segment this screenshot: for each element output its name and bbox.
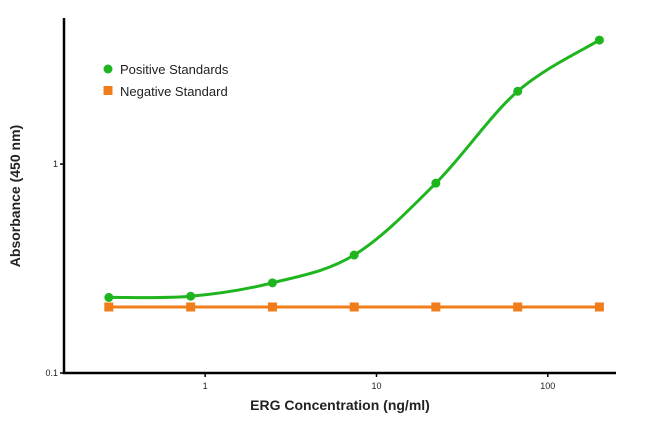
legend-label-negative: Negative Standard (120, 84, 228, 99)
x-tick-label: 100 (540, 381, 555, 391)
data-point-0 (186, 291, 196, 301)
x-axis-label: ERG Concentration (ng/ml) (250, 397, 430, 413)
legend-marker-negative (103, 86, 113, 95)
y-axis-label: Absorbance (450 nm) (7, 125, 23, 267)
data-point-1 (267, 302, 277, 312)
data-point-1 (104, 302, 114, 312)
data-point-1 (186, 302, 196, 312)
data-point-1 (513, 302, 523, 312)
legend-label-positive: Positive Standards (120, 62, 229, 77)
data-point-0 (513, 86, 523, 96)
legend-item-negative: Negative Standard (103, 84, 228, 99)
data-point-0 (104, 292, 114, 302)
data-point-1 (349, 302, 359, 312)
legend-marker-positive (103, 64, 113, 74)
data-point-0 (594, 35, 604, 45)
data-point-1 (431, 302, 441, 312)
data-point-0 (431, 178, 441, 188)
y-tick-label: 1 (53, 159, 58, 169)
x-tick-label: 1 (203, 381, 208, 391)
ticks: 1 10 100 0.1 1 (45, 159, 555, 391)
data-point-1 (594, 302, 604, 312)
y-tick-label: 0.1 (45, 368, 58, 378)
data-point-0 (267, 278, 277, 288)
data-point-0 (349, 250, 359, 260)
series-layer (104, 35, 604, 312)
legend-item-positive: Positive Standards (103, 62, 229, 77)
x-tick-label: 10 (371, 381, 381, 391)
legend: Positive Standards Negative Standard (103, 62, 229, 99)
